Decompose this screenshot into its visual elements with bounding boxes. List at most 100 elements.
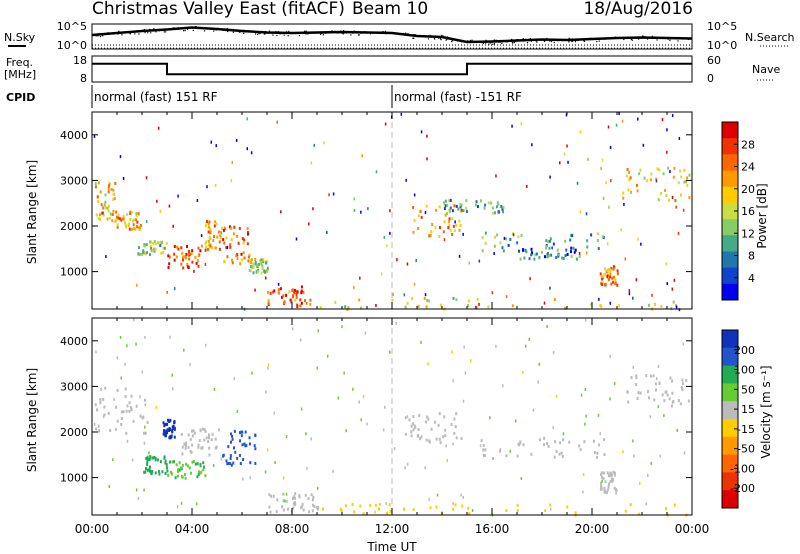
heat-cell: [522, 248, 525, 252]
heat-cell: [250, 265, 253, 269]
heat-cell: [221, 227, 224, 231]
heat-cell-scatter: [231, 160, 234, 164]
heat-cell-scatter: [452, 442, 454, 446]
heat-cell: [434, 420, 437, 424]
noise-point: [102, 35, 104, 37]
heat-cell: [414, 425, 417, 429]
heat-cell: [562, 438, 565, 442]
noise-point: [206, 28, 208, 30]
heat-cell: [451, 233, 454, 237]
heat-cell: [313, 504, 316, 508]
heat-cell: [334, 300, 337, 304]
heat-cell: [434, 226, 437, 230]
x-tick-label: 16:00: [475, 522, 510, 536]
heat-cell: [579, 448, 582, 452]
heat-cell: [435, 437, 438, 441]
heat-cell: [451, 217, 454, 221]
heat-cell: [170, 434, 173, 438]
heat-cell: [248, 436, 251, 440]
heat-cell: [249, 461, 252, 465]
heat-cell: [186, 464, 189, 468]
heat-cell: [197, 259, 200, 263]
noise-point: [553, 41, 555, 44]
heat-cell: [610, 282, 613, 286]
colorbar-swatch: [722, 330, 738, 349]
heat-cell: [683, 180, 686, 184]
heat-cell-scatter: [364, 331, 367, 335]
heat-cell: [185, 462, 188, 466]
heat-cell-scatter: [360, 418, 363, 422]
noise-point: [536, 41, 538, 43]
heat-cell: [163, 431, 166, 435]
heat-cell: [309, 302, 312, 306]
noise-point: [407, 33, 409, 35]
heat-cell: [273, 289, 276, 293]
heat-cell-scatter: [651, 293, 653, 297]
heat-cell-scatter: [406, 415, 409, 419]
heat-cell: [170, 472, 173, 476]
noise-point: [511, 41, 513, 44]
heat-cell-scatter: [95, 350, 97, 354]
heat-cell: [199, 464, 202, 468]
noise-point: [435, 35, 437, 37]
noise-point: [263, 33, 265, 35]
noise-point: [409, 35, 411, 37]
heat-cell: [637, 391, 640, 395]
noise-point: [638, 38, 640, 40]
heat-cell: [307, 497, 310, 501]
heat-cell: [647, 396, 650, 400]
heat-cell: [439, 303, 442, 307]
heat-cell: [613, 486, 616, 490]
noise-point: [642, 35, 644, 37]
colorbar-frame: [721, 329, 739, 509]
heat-cell: [153, 249, 156, 253]
heat-cell: [285, 499, 288, 503]
heat-cell: [629, 176, 632, 180]
heat-cell: [609, 474, 612, 478]
heat-cell: [635, 183, 638, 187]
noise-point: [451, 38, 453, 40]
heat-cell: [239, 462, 242, 466]
noise-point: [341, 32, 343, 34]
heat-cell: [688, 173, 691, 177]
heat-cell: [505, 509, 508, 513]
heat-cell: [229, 245, 232, 249]
heat-cell-scatter: [462, 399, 465, 403]
heat-cell: [145, 467, 148, 471]
noise-point: [495, 41, 497, 43]
noise-point: [264, 33, 266, 35]
heat-cell: [130, 408, 133, 412]
heat-cell: [143, 470, 146, 474]
heat-cell-scatter: [157, 126, 160, 130]
heat-cell: [455, 412, 458, 416]
heat-cell: [295, 295, 298, 299]
heat-cell: [205, 245, 208, 249]
heat-cell: [657, 198, 660, 202]
heat-cell-scatter: [645, 502, 648, 506]
heat-cell-scatter: [582, 473, 585, 477]
noise-point: [212, 28, 215, 30]
heat-cell: [603, 267, 606, 271]
noise-point: [490, 42, 492, 44]
heat-cell: [172, 427, 175, 431]
heat-cell: [661, 393, 664, 397]
y-tick-label: 4000: [60, 335, 88, 348]
heat-cell: [173, 420, 176, 424]
heat-cell: [596, 451, 599, 455]
heat-cell: [627, 188, 630, 192]
heat-cell: [168, 262, 171, 266]
heat-cell: [626, 390, 629, 394]
heat-cell-scatter: [308, 222, 310, 226]
noise-point: [557, 38, 559, 41]
heat-cell: [600, 473, 603, 477]
heat-cell: [272, 494, 275, 498]
heat-cell: [104, 206, 107, 210]
heat-cell: [236, 256, 239, 260]
heat-cell: [190, 251, 193, 255]
heat-cell: [444, 199, 447, 203]
heat-cell: [592, 439, 595, 443]
heat-cell-scatter: [675, 205, 677, 209]
heat-cell: [444, 428, 447, 432]
heat-cell: [293, 289, 296, 293]
